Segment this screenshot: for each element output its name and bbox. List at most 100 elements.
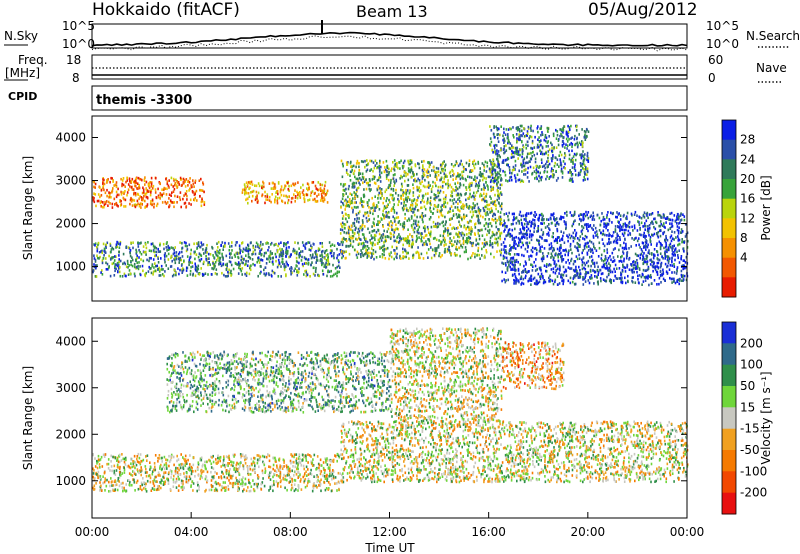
power-cell-3 (372, 175, 375, 178)
power-cell-2 (308, 198, 311, 202)
power-cell-0 (320, 261, 323, 265)
power-cell-2 (241, 188, 244, 192)
power-cell-4 (675, 272, 678, 275)
power-cell-4 (602, 259, 605, 263)
power-cell-4 (534, 247, 537, 250)
nave-tick-top: 60 (708, 53, 723, 67)
power-cell-4 (565, 274, 568, 277)
power-cell-0 (263, 251, 266, 255)
power-cell-3 (373, 233, 376, 237)
power-cell-4 (663, 222, 665, 225)
power-cell-3 (470, 184, 473, 187)
power-cell-4 (564, 222, 566, 226)
power-cell-3 (442, 169, 444, 173)
power-cell-0 (186, 245, 188, 248)
power-cell-3 (429, 201, 431, 205)
power-cell-3 (415, 224, 418, 227)
power-cell-0 (336, 256, 338, 260)
power-cell-4 (518, 272, 520, 276)
power-cell-1 (110, 196, 112, 199)
power-cell-0 (265, 242, 267, 245)
power-cell-4 (682, 259, 685, 262)
power-cell-3 (465, 186, 467, 189)
power-cell-0 (160, 264, 163, 268)
power-cell-3 (451, 217, 453, 220)
power-cell-4 (676, 250, 678, 254)
power-cell-3 (458, 235, 461, 239)
power-cell-0 (93, 257, 96, 260)
power-cell-4 (548, 263, 551, 266)
power-cell-4 (535, 282, 537, 286)
power-cell-5 (522, 161, 525, 165)
power-cell-3 (490, 252, 492, 256)
power-cell-3 (427, 201, 429, 204)
power-cell-4 (582, 237, 584, 240)
power-cell-4 (578, 217, 581, 221)
power-cell-3 (430, 190, 433, 193)
power-cell-0 (257, 259, 260, 262)
power-cell-0 (162, 242, 165, 246)
power-cell-3 (350, 165, 352, 168)
power-cell-3 (340, 250, 343, 253)
power-cell-5 (521, 170, 523, 173)
power-cell-3 (380, 246, 383, 250)
power-cell-3 (366, 220, 368, 223)
power-cell-0 (214, 250, 217, 254)
power-cell-0 (218, 259, 220, 262)
power-cell-3 (457, 175, 460, 178)
power-cell-4 (562, 258, 565, 261)
power-cell-0 (331, 243, 334, 246)
power-cell-0 (167, 246, 169, 249)
power-cell-4 (677, 232, 680, 235)
power-cell-4 (592, 242, 595, 246)
power-cell-4 (613, 267, 615, 271)
power-cell-4 (666, 250, 668, 254)
power-cell-3 (397, 166, 399, 170)
power-cell-0 (328, 270, 331, 273)
power-cell-3 (372, 249, 375, 252)
power-cell-1 (114, 183, 117, 187)
power-cell-4 (665, 270, 668, 273)
power-cell-3 (443, 250, 446, 254)
power-cell-0 (104, 250, 106, 254)
power-cell-3 (416, 172, 418, 176)
power-cell-0 (114, 265, 116, 268)
power-cell-3 (501, 202, 503, 205)
power-cell-4 (517, 279, 520, 282)
power-cell-0 (246, 249, 248, 252)
power-cell-5 (571, 173, 574, 176)
power-cell-3 (391, 228, 394, 232)
power-cell-0 (130, 263, 132, 267)
power-cell-0 (322, 249, 324, 253)
power-cell-3 (436, 178, 438, 181)
power-cell-4 (586, 241, 589, 245)
power-cell-0 (118, 254, 120, 257)
power-cell-4 (620, 278, 622, 282)
power-cell-4 (503, 219, 505, 223)
power-cell-0 (154, 254, 156, 258)
power-cell-3 (481, 234, 484, 237)
power-cell-0 (254, 248, 256, 252)
power-cell-3 (472, 162, 474, 165)
power-cell-4 (526, 229, 528, 233)
power-cell-4 (673, 214, 676, 217)
power-cell-4 (627, 274, 629, 278)
power-cell-4 (622, 234, 625, 237)
power-cell-3 (355, 237, 357, 241)
power-cell-3 (344, 257, 347, 260)
power-cell-3 (427, 192, 429, 195)
power-cell-0 (143, 251, 145, 254)
power-cell-3 (432, 237, 435, 240)
power-cell-4 (562, 216, 565, 219)
power-cell-3 (485, 249, 487, 252)
power-cell-1 (111, 206, 114, 209)
power-cell-3 (406, 238, 408, 242)
power-cell-4 (621, 228, 624, 232)
power-cell-4 (570, 257, 573, 261)
power-cell-4 (631, 279, 633, 283)
power-cell-3 (442, 220, 444, 224)
power-cell-2 (316, 188, 319, 191)
power-cell-3 (500, 222, 503, 225)
power-cell-3 (343, 223, 345, 226)
power-cell-4 (572, 222, 575, 226)
